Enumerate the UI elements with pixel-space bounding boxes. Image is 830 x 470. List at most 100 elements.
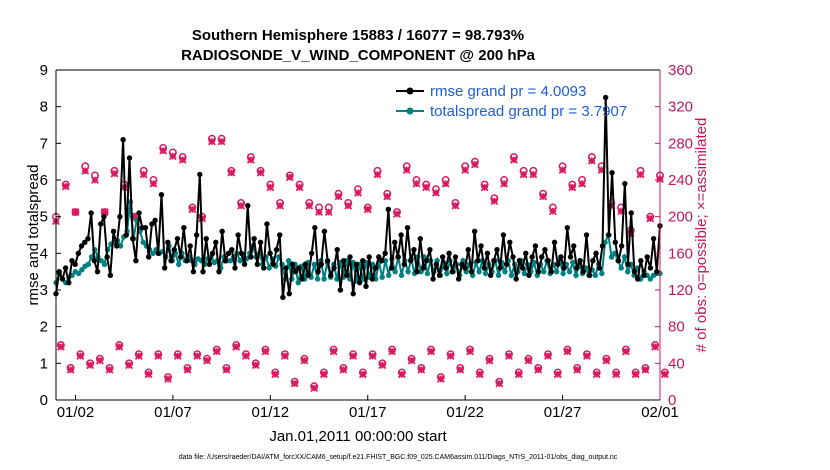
totalspread-point — [285, 257, 292, 264]
obs-assimilated-marker — [402, 165, 411, 174]
totalspread-point — [266, 265, 272, 271]
rmse-point — [117, 213, 123, 220]
rmse-point — [232, 265, 238, 271]
rmse-point — [526, 272, 532, 279]
obs-assimilated-marker — [393, 209, 401, 218]
totalspread-point — [176, 261, 182, 268]
rmse-point — [245, 202, 251, 209]
rmse-point — [168, 257, 174, 264]
obs-assimilated-marker — [573, 365, 582, 374]
x-tick-label: 01/22 — [446, 404, 484, 421]
rmse-point — [430, 276, 436, 282]
rmse-point — [564, 224, 571, 231]
rmse-point — [571, 243, 577, 249]
y-tick-label-left: 3 — [40, 282, 48, 299]
rmse-point — [315, 268, 321, 275]
y-tick-label-left: 8 — [40, 99, 48, 116]
totalspread-point — [237, 257, 243, 264]
obs-assimilated-marker — [524, 356, 533, 365]
obs-assimilated-marker — [548, 207, 557, 216]
y-tick-label-right: 240 — [668, 172, 693, 189]
y-tick-label-left: 5 — [40, 209, 48, 226]
rmse-point — [382, 250, 388, 257]
rmse-point — [126, 155, 133, 161]
obs-assimilated-marker — [212, 347, 221, 356]
totalspread-point — [560, 270, 566, 277]
rmse-point — [363, 283, 369, 290]
rmse-point — [142, 224, 149, 231]
rmse-point — [532, 243, 539, 249]
obs-assimilated-marker — [422, 183, 431, 192]
rmse-point — [129, 235, 136, 242]
totalspread-point — [385, 272, 392, 279]
rmse-point — [446, 250, 452, 257]
rmse-point — [411, 246, 417, 253]
rmse-point — [280, 294, 286, 301]
legend-rmse-label: rmse grand pr = 4.0093 — [430, 83, 586, 100]
totalspread-point — [88, 254, 95, 260]
obs-assimilated-marker — [568, 183, 577, 192]
obs-assimilated-marker — [139, 170, 148, 179]
obs-assimilated-marker — [344, 201, 353, 210]
rmse-point — [155, 250, 161, 257]
obs-assimilated-marker — [480, 183, 489, 192]
y-tick-label-right: 200 — [668, 209, 693, 226]
rmse-point — [561, 265, 567, 271]
rmse-point — [628, 210, 634, 216]
rmse-point — [420, 265, 427, 271]
rmse-point — [213, 239, 219, 246]
totalspread-point — [117, 243, 124, 249]
obs-assimilated-marker — [485, 356, 494, 365]
obs-assimilated-marker — [149, 179, 158, 188]
legend: rmse grand pr = 4.0093 totalspread grand… — [396, 83, 627, 120]
totalspread-point — [531, 259, 537, 266]
rmse-point — [516, 257, 523, 264]
rmse-point — [88, 210, 94, 216]
obs-assimilated-marker — [61, 182, 70, 191]
rmse-point — [219, 228, 225, 235]
totalspread-point — [85, 261, 91, 268]
y-tick-label-left: 2 — [40, 319, 48, 336]
rmse-point — [468, 268, 475, 275]
rmse-point — [98, 221, 104, 227]
obs-assimilated-marker — [451, 201, 460, 210]
obs-assimilated-marker — [427, 347, 436, 356]
totalspread-point — [621, 254, 628, 260]
obs-assimilated-marker — [563, 347, 572, 356]
rmse-point — [254, 261, 261, 268]
rmse-point — [644, 254, 650, 260]
rmse-line — [55, 97, 661, 298]
rmse-point — [583, 232, 590, 238]
obs-assimilated-marker — [110, 169, 119, 178]
totalspread-point — [405, 268, 411, 275]
rmse-point — [277, 232, 283, 238]
rmse-point — [401, 261, 408, 268]
rmse-point — [360, 257, 366, 264]
obs-assimilated-marker — [168, 152, 177, 161]
obs-assimilated-marker — [612, 370, 621, 379]
obs-assimilated-marker — [256, 168, 265, 177]
rmse-point — [235, 232, 241, 238]
rmse-point — [574, 265, 580, 271]
y-tick-label-right: 360 — [668, 62, 693, 79]
obs-assimilated-marker — [339, 365, 348, 374]
rmse-point — [398, 232, 404, 238]
rmse-point — [631, 268, 638, 275]
obs-assimilated-marker — [587, 156, 596, 165]
rmse-point — [475, 257, 481, 264]
rmse-point — [459, 261, 465, 268]
obs-assimilated-marker — [358, 370, 367, 379]
obs-assimilated-marker — [407, 356, 416, 365]
rmse-point — [449, 268, 455, 275]
obs-assimilated-marker — [86, 361, 95, 370]
obs-assimilated-marker — [363, 205, 372, 214]
rmse-point — [408, 257, 414, 264]
totalspread-point — [608, 254, 615, 260]
y-tick-label-left: 6 — [40, 172, 48, 189]
obs-assimilated-marker — [203, 356, 211, 365]
obs-assimilated-marker — [188, 205, 197, 214]
rmse-point — [241, 261, 248, 268]
obs-assimilated-marker — [529, 170, 538, 179]
obs-assimilated-marker — [237, 201, 246, 210]
rmse-point — [91, 257, 98, 264]
